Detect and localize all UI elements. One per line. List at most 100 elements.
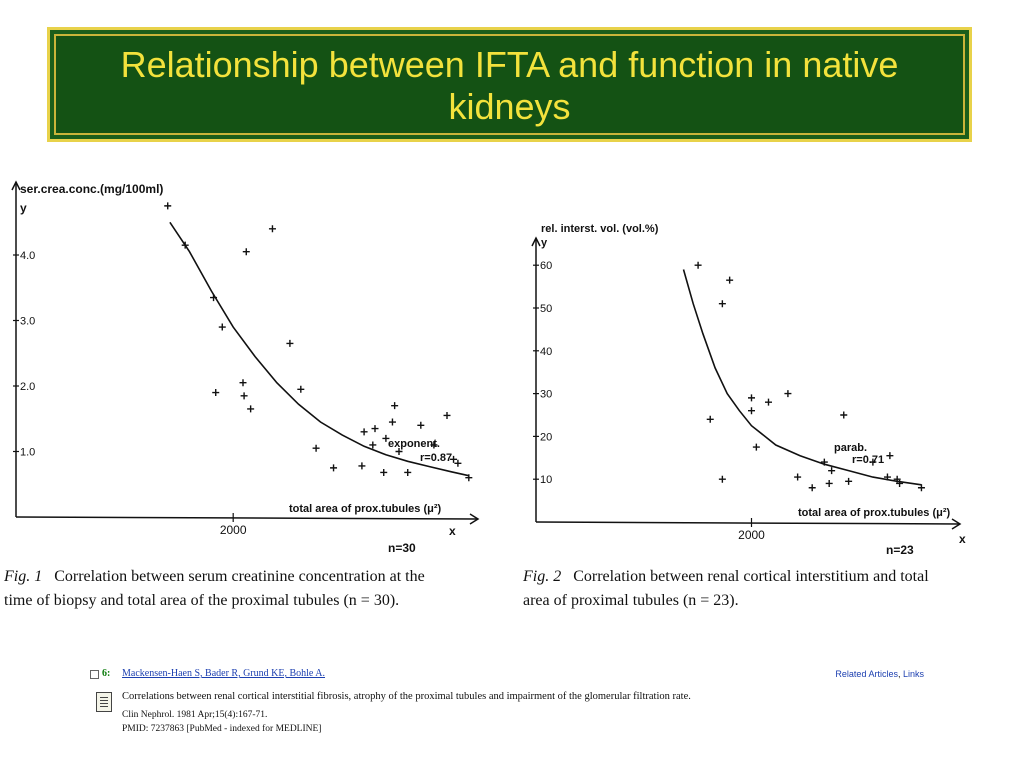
chart2-data-point (883, 473, 891, 481)
result-number: 6: (102, 668, 111, 679)
chart1-y-tick-label: 1.0 (20, 447, 35, 459)
fig1-caption: Fig. 1 Correlation between serum creatin… (4, 565, 425, 613)
chart1-data-point (454, 459, 462, 467)
chart2-y-tick-label: 50 (540, 303, 552, 315)
chart1-data-point (239, 379, 247, 387)
chart2-y-letter: y (541, 237, 548, 249)
related-links: Related Articles, Links (835, 669, 924, 679)
chart1-y-label: ser.crea.conc.(mg/100ml) (20, 182, 163, 196)
related-articles-link[interactable]: Related Articles (835, 669, 898, 679)
chart1-data-point (330, 464, 338, 472)
chart2-data-point (764, 398, 772, 406)
chart1-x-label: total area of prox.tubules (μ²) (289, 503, 442, 515)
chart2-fit-label: parab. (834, 442, 867, 454)
chart2-data-point (828, 467, 836, 475)
chart1-r-label: r=0.87 (420, 452, 452, 464)
chart1-data-point (242, 248, 250, 256)
chart1-x-arrow (469, 513, 480, 525)
chart1-data-point (430, 441, 438, 449)
chart2-data-point (748, 394, 755, 402)
article-title: Correlations between renal cortical inte… (122, 691, 691, 702)
fig2-label: Fig. 2 (523, 568, 562, 585)
chart2-data-point (869, 458, 877, 466)
chart-creatinine: ser.crea.conc.(mg/100ml) y total area of… (11, 180, 480, 555)
pubmed-header-row: 6: Mackensen-Haen S, Bader R, Grund KE, … (88, 667, 928, 683)
chart1-data-point (247, 405, 255, 413)
chart2-y-arrow (531, 236, 541, 247)
chart2-data-point (896, 479, 904, 487)
chart1-data-point (388, 418, 396, 426)
chart1-data-point (465, 474, 473, 482)
chart2-data-point (726, 276, 734, 284)
chart2-data-point (752, 443, 760, 451)
select-checkbox[interactable] (90, 670, 99, 679)
chart2-data-point (825, 479, 833, 487)
chart1-data-point (391, 402, 399, 410)
chart2-data-point (820, 458, 828, 466)
chart2-r-label: r=0.71 (852, 454, 884, 466)
fig2-caption-line1: Correlation between renal cortical inter… (573, 568, 929, 585)
chart2-x-arrow (951, 518, 962, 530)
chart1-y-tick-label: 2.0 (20, 381, 35, 393)
chart2-x-tick-label: 2000 (738, 528, 765, 542)
fig1-caption-line2: time of biopsy and total area of the pro… (4, 592, 400, 609)
chart2-y-tick-label: 60 (540, 260, 552, 272)
chart1-data-point (380, 468, 388, 476)
chart2-y-label: rel. interst. vol. (vol.%) (541, 223, 659, 235)
chart1-y-tick-label: 4.0 (20, 250, 35, 262)
chart1-data-point (286, 339, 294, 347)
chart1-data-point (417, 421, 425, 429)
chart1-y-letter: y (20, 201, 27, 215)
chart1-x-tick-label: 2000 (220, 523, 247, 537)
chart1-data-point (371, 425, 379, 433)
chart-interstitium: rel. interst. vol. (vol.%) y total area … (531, 223, 966, 557)
chart2-data-point (808, 484, 816, 492)
links-link[interactable]: Links (902, 669, 924, 679)
chart2-y-tick-label: 20 (540, 431, 552, 443)
chart1-data-point (218, 323, 226, 331)
chart2-x-letter: x (959, 532, 966, 546)
chart1-y-tick-label: 3.0 (20, 316, 35, 328)
link-separator: , (897, 669, 901, 679)
chart1-data-point (297, 385, 305, 393)
chart2-x-axis (535, 521, 961, 525)
authors-link[interactable]: Mackensen-Haen S, Bader R, Grund KE, Boh… (122, 668, 326, 679)
chart2-data-point (794, 473, 802, 481)
chart2-data-point (784, 390, 792, 398)
chart1-data-point (404, 468, 412, 476)
fig1-caption-line1: Correlation between serum creatinine con… (54, 568, 425, 585)
chart1-data-point (240, 392, 248, 400)
chart1-data-point (450, 455, 458, 463)
chart1-data-point (312, 444, 320, 452)
chart2-x-label: total area of prox.tubules (μ²) (798, 507, 951, 519)
chart1-fit-curve (169, 221, 469, 477)
chart2-fit-curve (682, 269, 922, 486)
chart2-n-label: n=23 (886, 543, 914, 557)
chart2-y-tick-label: 30 (540, 389, 552, 401)
chart2-data-point (917, 484, 925, 492)
chart1-data-point (358, 462, 366, 470)
fig2-caption: Fig. 2 Correlation between renal cortica… (523, 565, 929, 613)
chart2-y-tick-label: 40 (540, 346, 552, 358)
chart2-data-point (718, 475, 726, 483)
chart1-n-label: n=30 (388, 541, 416, 555)
chart2-data-point (845, 477, 853, 485)
chart1-data-point (164, 202, 172, 210)
fig2-caption-line2: area of proximal tubules (n = 23). (523, 592, 739, 609)
chart1-x-axis (15, 516, 479, 520)
chart2-y-tick-label: 10 (540, 474, 552, 486)
chart1-x-letter: x (449, 524, 456, 538)
chart2-data-point (840, 411, 848, 419)
chart2-data-point (748, 407, 755, 415)
slide-title-banner: Relationship between IFTA and function i… (47, 27, 972, 142)
chart1-data-point (212, 389, 220, 397)
chart2-data-point (718, 300, 726, 308)
chart1-fit-label: exponent. (388, 438, 440, 450)
pmid-text: PMID: 7237863 [PubMed - indexed for MEDL… (122, 724, 322, 734)
chart1-data-point (395, 448, 403, 455)
journal-citation: Clin Nephrol. 1981 Apr;15(4):167-71. (122, 710, 268, 720)
chart1-data-point (382, 434, 390, 442)
abstract-doc-icon[interactable] (96, 692, 112, 712)
slide-title: Relationship between IFTA and function i… (120, 44, 899, 127)
